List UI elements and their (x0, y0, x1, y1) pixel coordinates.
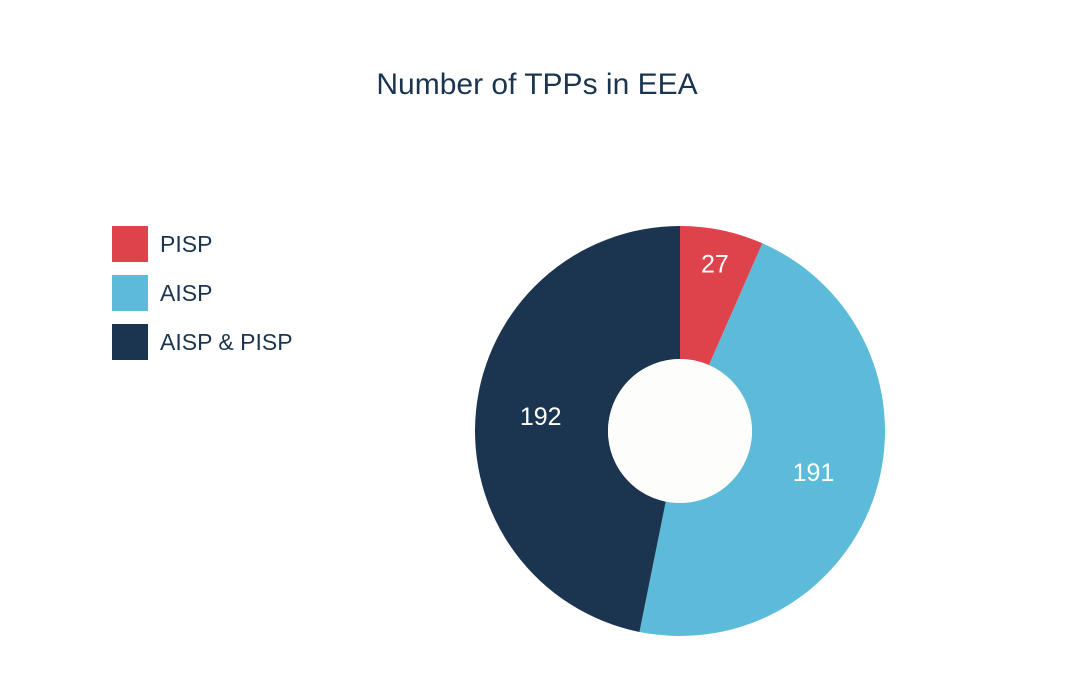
legend-item-pisp[interactable]: PISP (112, 226, 293, 262)
legend-label-aisp: AISP (160, 279, 213, 306)
legend-swatch-aisp (112, 275, 148, 311)
legend-swatch-aisp-pisp (112, 324, 148, 360)
legend-label-aisp-pisp: AISP & PISP (160, 328, 293, 355)
chart-title: Number of TPPs in EEA (376, 68, 698, 101)
slice-pisp[interactable] (680, 226, 763, 366)
legend-label-pisp: PISP (160, 230, 213, 257)
legend-item-aisp[interactable]: AISP (112, 275, 293, 311)
donut-hole (608, 359, 752, 503)
slice-aisp[interactable] (639, 243, 886, 637)
slice-value-label-aisp: 191 (793, 459, 835, 487)
legend-item-aisp-pisp[interactable]: AISP & PISP (112, 324, 293, 360)
legend: PISP AISP AISP & PISP (112, 226, 293, 373)
slice-value-label-aisp-pisp: 192 (520, 403, 562, 431)
slice-value-label-pisp: 27 (701, 251, 729, 279)
slice-aisp-pisp[interactable] (474, 226, 680, 632)
legend-swatch-pisp (112, 226, 148, 262)
